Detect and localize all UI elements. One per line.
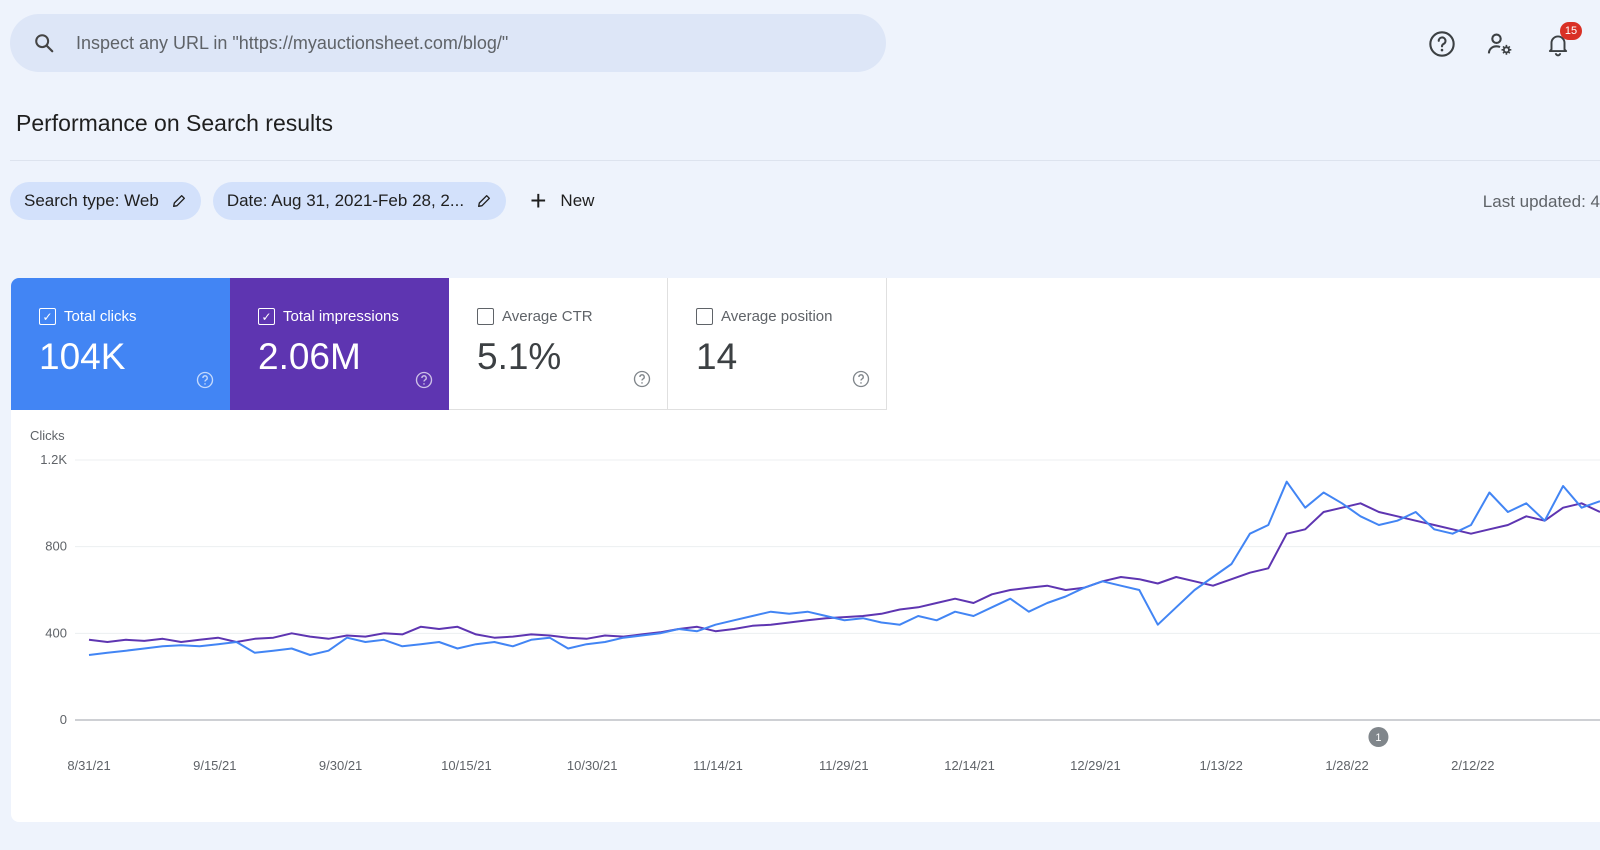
x-axis-ticks: 8/31/21 9/15/21 9/30/21 10/15/21 10/30/21 11/… [67, 758, 1494, 773]
x-tick-label: 10/15/21 [441, 758, 492, 773]
chart-annotation[interactable]: 1 [1368, 727, 1389, 747]
help-icon[interactable] [852, 370, 870, 393]
x-tick-label: 12/14/21 [944, 758, 995, 773]
new-label: New [560, 191, 595, 210]
y-tick-label: 400 [45, 625, 67, 640]
filter-bar: Search type: Web Date: Aug 31, 2021-Feb … [10, 182, 594, 220]
notifications-icon[interactable]: 15 [1542, 22, 1582, 60]
search-input[interactable]: Inspect any URL in "https://myauctionshe… [76, 32, 509, 53]
notification-badge: 15 [1560, 22, 1582, 40]
checkbox-checked-icon[interactable]: ✓ [258, 308, 275, 325]
y-tick-label: 1.2K [40, 452, 67, 467]
chart-grid [75, 459, 1600, 721]
y-tick-label: 0 [60, 712, 67, 727]
metric-label: Average position [721, 308, 833, 325]
metric-label: Total clicks [64, 308, 137, 325]
x-tick-label: 11/29/21 [819, 758, 869, 773]
edit-icon[interactable] [476, 193, 492, 209]
metric-total-impressions[interactable]: ✓ Total impressions 2.06M [230, 278, 449, 410]
impressions-series-line [88, 502, 1600, 643]
x-tick-label: 12/29/21 [1070, 758, 1121, 773]
x-tick-label: 11/14/21 [693, 758, 743, 773]
search-bar[interactable]: Inspect any URL in "https://myauctionshe… [10, 14, 886, 72]
y-tick-label: 800 [45, 539, 67, 554]
checkbox-checked-icon[interactable]: ✓ [39, 308, 56, 325]
plus-icon: + [530, 185, 547, 216]
x-tick-label: 1/13/22 [1200, 758, 1243, 773]
page-title: Performance on Search results [16, 110, 334, 136]
chip-label: Date: Aug 31, 2021-Feb 28, 2... [226, 191, 465, 210]
checkbox-unchecked-icon[interactable] [477, 308, 494, 325]
divider [10, 160, 1600, 161]
header-actions: 15 [1426, 22, 1600, 60]
help-icon[interactable] [633, 370, 651, 393]
metric-label: Average CTR [502, 308, 593, 325]
metric-average-ctr[interactable]: Average CTR 5.1% [449, 278, 668, 410]
metric-tabs: ✓ Total clicks 104K ✓ Total impressions 2.… [11, 278, 887, 410]
date-chip[interactable]: Date: Aug 31, 2021-Feb 28, 2... [212, 182, 507, 220]
user-settings-icon[interactable] [1484, 28, 1516, 60]
x-tick-label: 9/30/21 [319, 758, 362, 773]
help-icon[interactable] [196, 371, 214, 394]
annotation-label: 1 [1375, 732, 1381, 744]
metric-label: Total impressions [283, 308, 399, 325]
new-filter-button[interactable]: + New [530, 187, 594, 215]
performance-chart[interactable]: Clicks 0 400 800 1.2K 8/31/21 9/15/21 9/30/21… [11, 410, 1600, 822]
performance-card: ✓ Total clicks 104K ✓ Total impressions 2.… [11, 278, 1600, 822]
chart-series [88, 480, 1600, 656]
search-icon [32, 31, 56, 55]
x-tick-label: 2/12/22 [1451, 758, 1494, 773]
metric-value: 2.06M [258, 336, 361, 377]
help-icon[interactable] [1426, 28, 1458, 60]
last-updated: Last updated: 4 [1482, 192, 1600, 211]
y-axis-title: Clicks [30, 428, 65, 443]
x-tick-label: 10/30/21 [567, 758, 618, 773]
annotation-marker[interactable] [1368, 727, 1389, 747]
y-axis-ticks: 0 400 800 1.2K [40, 452, 67, 727]
clicks-series-line [88, 480, 1600, 656]
search-type-chip[interactable]: Search type: Web [10, 182, 201, 220]
x-tick-label: 1/28/22 [1325, 758, 1368, 773]
metric-total-clicks[interactable]: ✓ Total clicks 104K [11, 278, 230, 410]
x-tick-label: 8/31/21 [67, 758, 110, 773]
metric-value: 14 [696, 336, 738, 377]
edit-icon[interactable] [171, 193, 187, 209]
chip-label: Search type: Web [24, 191, 159, 210]
x-tick-label: 9/15/21 [193, 758, 236, 773]
metric-value: 5.1% [477, 336, 562, 377]
metric-average-position[interactable]: Average position 14 [668, 278, 887, 410]
checkbox-unchecked-icon[interactable] [696, 308, 713, 325]
help-icon[interactable] [415, 371, 433, 394]
metric-value: 104K [39, 336, 126, 377]
